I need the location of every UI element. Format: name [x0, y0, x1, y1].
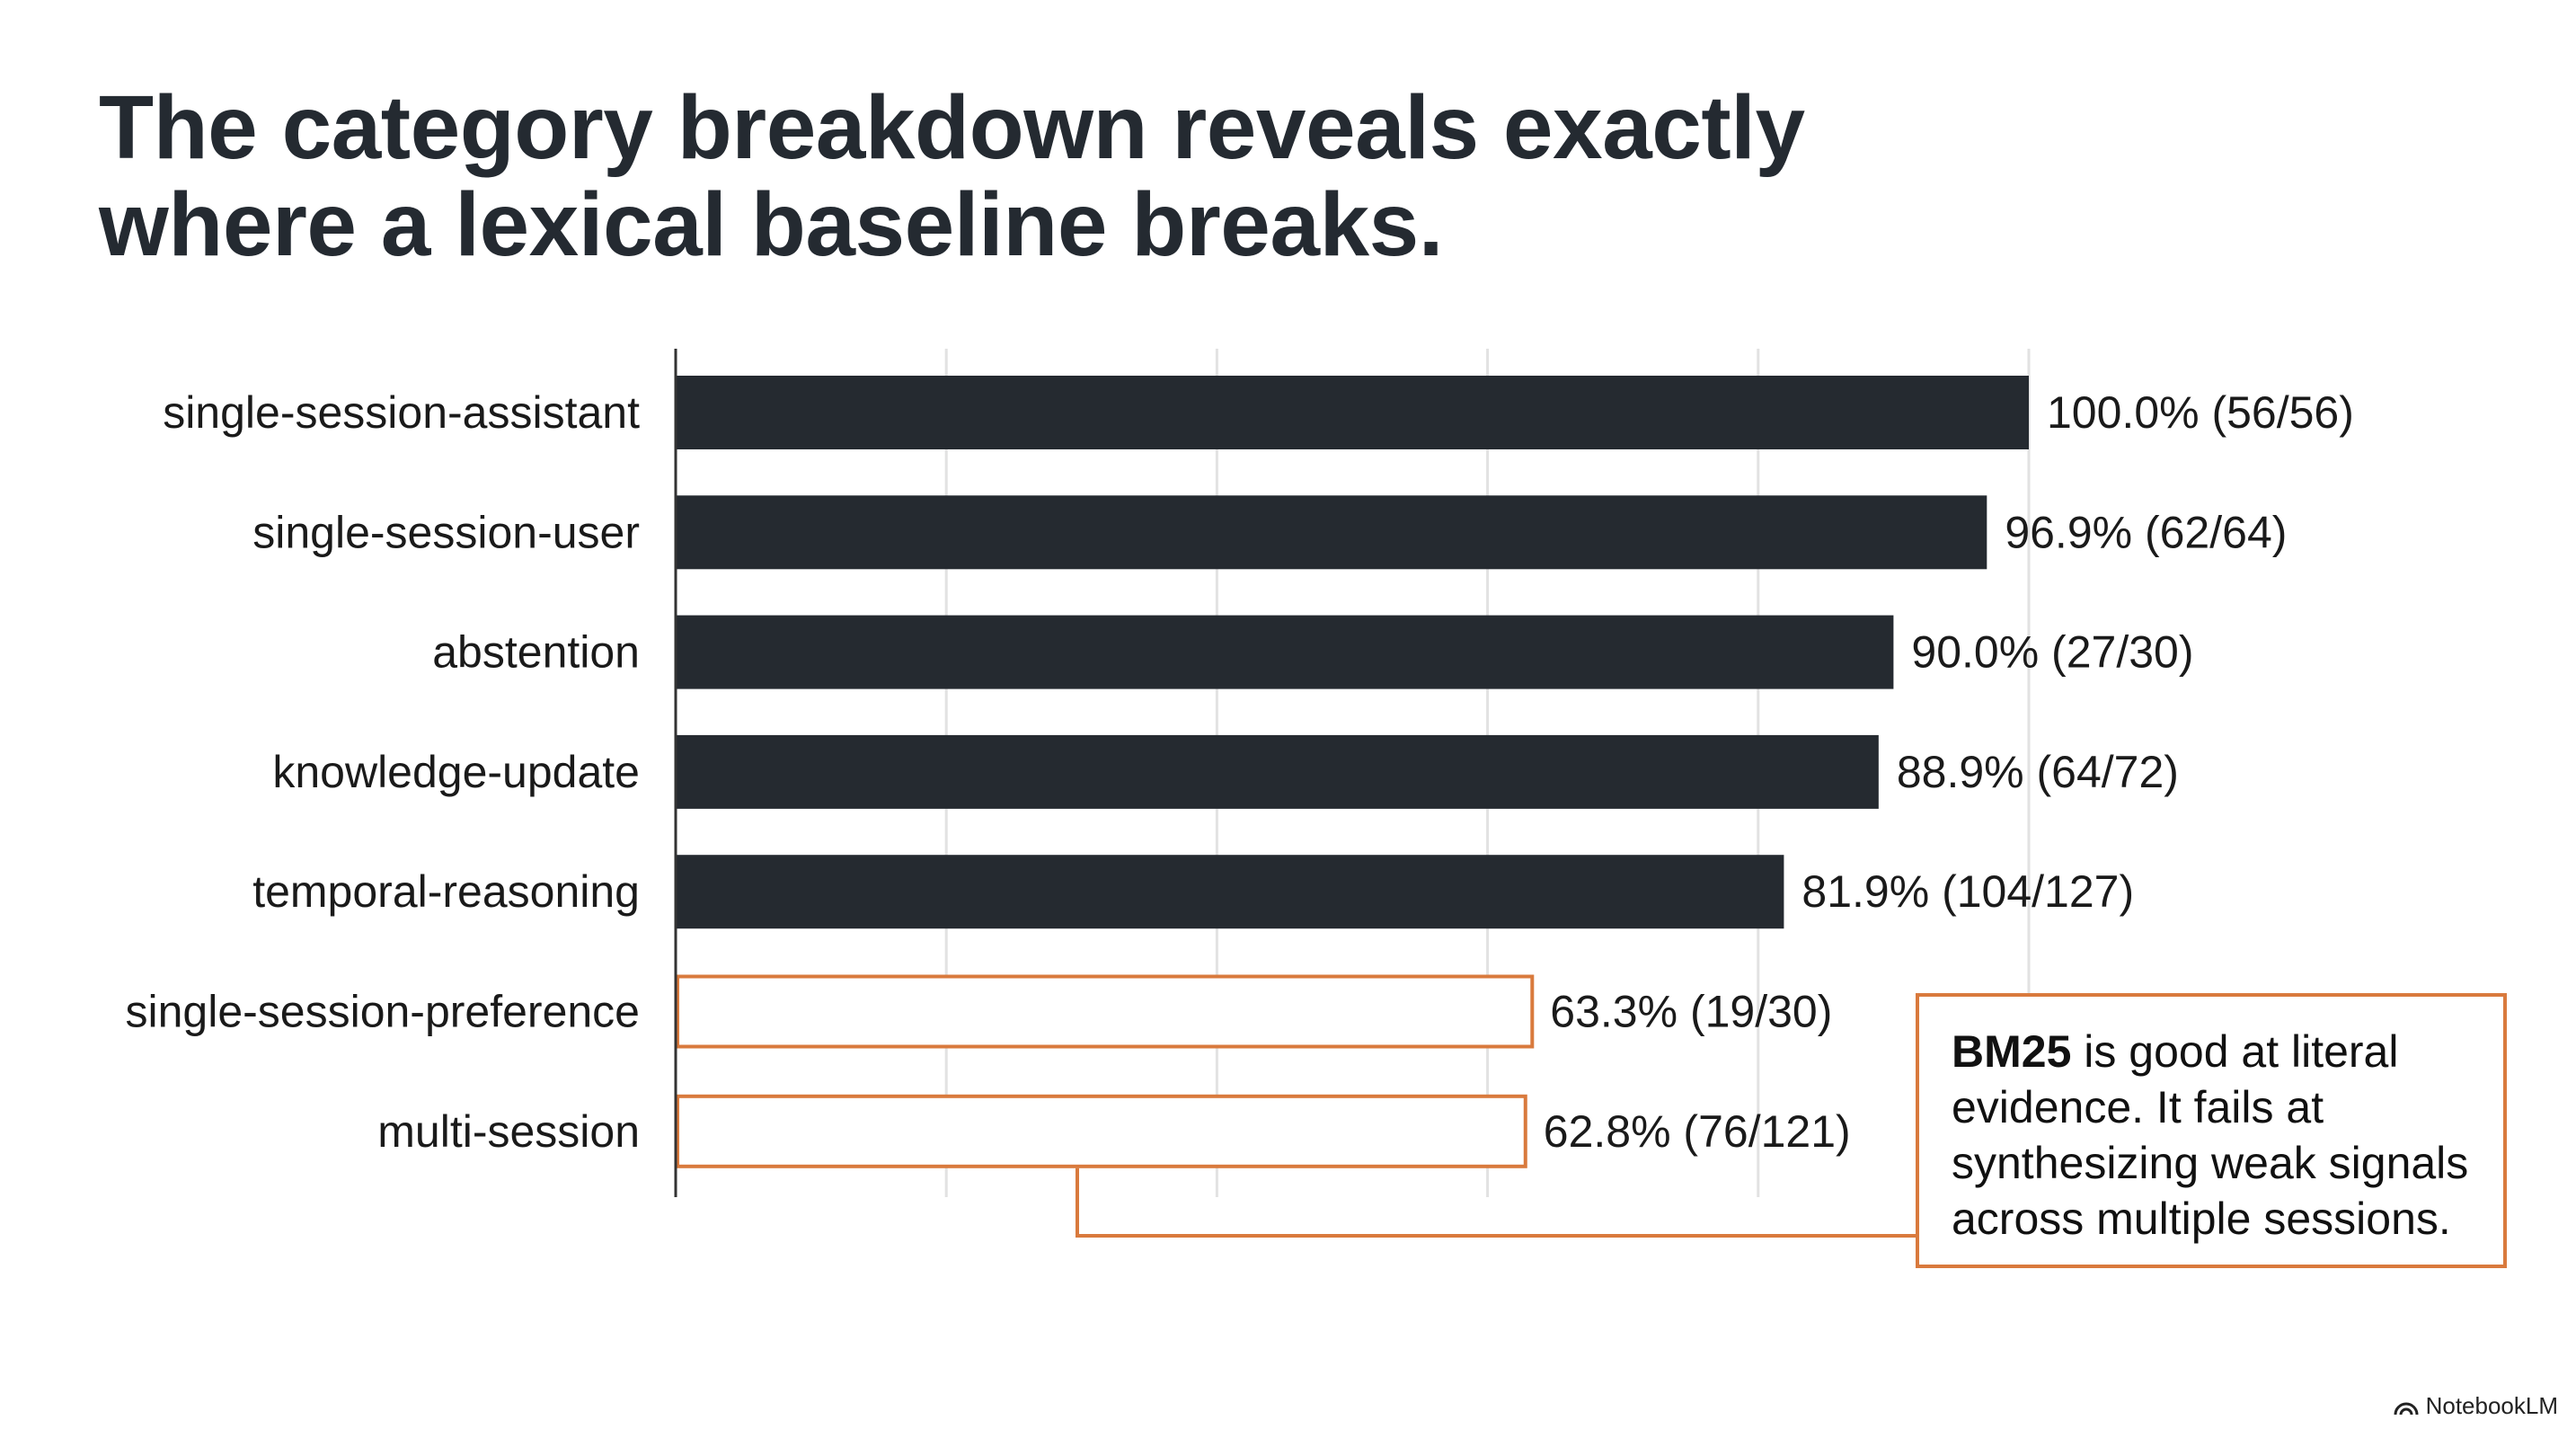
data-label: 90.0% (27/30)	[1911, 627, 2193, 678]
callout-text: is good at literal evidence. It fails at…	[1952, 1026, 2469, 1244]
brand-badge: NotebookLM	[2394, 1392, 2558, 1420]
bar-knowledge-update	[676, 734, 1879, 809]
bar-temporal-reasoning	[676, 855, 1784, 929]
data-label: 63.3% (19/30)	[1550, 987, 1832, 1037]
category-label: knowledge-update	[272, 747, 640, 797]
category-label: single-session-user	[252, 507, 640, 557]
category-label: single-session-assistant	[163, 387, 640, 438]
notebooklm-logo-icon	[2394, 1402, 2419, 1415]
brand-label: NotebookLM	[2425, 1392, 2558, 1419]
category-label: temporal-reasoning	[252, 866, 640, 917]
data-label: 100.0% (56/56)	[2047, 387, 2354, 438]
data-label: 88.9% (64/72)	[1897, 747, 2179, 797]
callout-bold: BM25	[1952, 1026, 2072, 1077]
page-title: The category breakdown reveals exactly w…	[99, 79, 2165, 273]
bar-single-session-preference	[676, 974, 1535, 1049]
category-label: abstention	[432, 627, 640, 678]
bar-multi-session	[676, 1094, 1527, 1168]
callout-connector	[1076, 1167, 1917, 1238]
bar-abstention	[676, 615, 1894, 689]
data-label: 96.9% (62/64)	[2005, 507, 2287, 557]
category-label: multi-session	[377, 1106, 640, 1157]
category-label: single-session-preference	[125, 987, 640, 1037]
bar-single-session-assistant	[676, 376, 2029, 449]
data-label: 81.9% (104/127)	[1801, 866, 2134, 917]
data-label: 62.8% (76/121)	[1544, 1106, 1851, 1157]
bar-single-session-user	[676, 495, 1987, 570]
callout-box: BM25 is good at literal evidence. It fai…	[1916, 993, 2507, 1268]
title-line-2: where a lexical baseline breaks.	[99, 174, 1444, 275]
title-line-1: The category breakdown reveals exactly	[99, 77, 1805, 178]
